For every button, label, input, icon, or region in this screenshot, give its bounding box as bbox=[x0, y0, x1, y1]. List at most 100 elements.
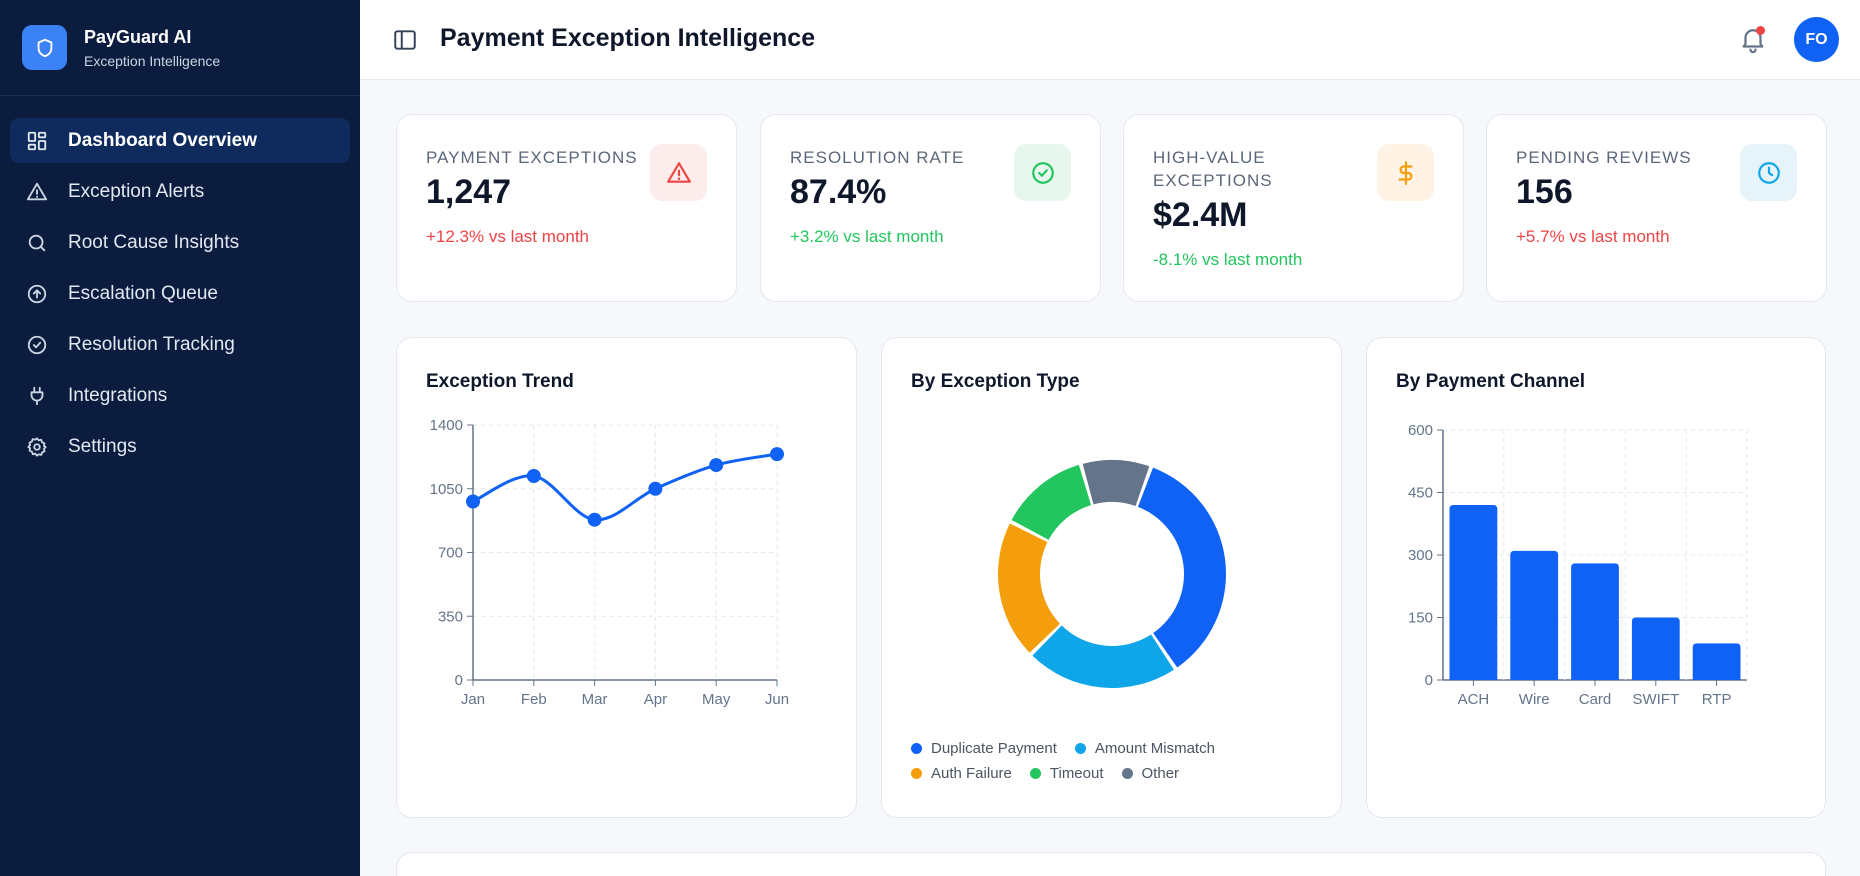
notification-dot bbox=[1756, 26, 1765, 35]
sidebar-item-label: Settings bbox=[68, 435, 137, 457]
kpi-value: 87.4% bbox=[790, 173, 887, 211]
x-tick-label: Jun bbox=[765, 691, 789, 708]
sidebar-item-label: Escalation Queue bbox=[68, 282, 218, 304]
sidebar-item-label: Resolution Tracking bbox=[68, 333, 235, 355]
legend-label: Auth Failure bbox=[931, 765, 1012, 782]
exception-trend-chart: 0 350 700 1050 1400 Jan Feb Mar Apr May Jun bbox=[430, 417, 789, 708]
bottom-panel bbox=[396, 852, 1826, 876]
kpi-label: HIGH-VALUE EXCEPTIONS bbox=[1153, 148, 1273, 190]
y-tick-label: 350 bbox=[438, 608, 463, 625]
sidebar-item-label: Integrations bbox=[68, 384, 168, 406]
legend-item: Amount Mismatch bbox=[1074, 740, 1215, 757]
y-tick-label: 450 bbox=[1408, 485, 1433, 502]
donut-slice bbox=[1032, 625, 1174, 688]
x-tick-label: Card bbox=[1579, 691, 1612, 708]
x-tick-label: RTP bbox=[1702, 691, 1732, 708]
legend-item: Timeout bbox=[1029, 765, 1104, 782]
data-point bbox=[648, 481, 663, 496]
check-circle-icon bbox=[1014, 144, 1071, 201]
legend-label: Duplicate Payment bbox=[931, 740, 1057, 757]
kpi-change: +3.2% vs last month bbox=[790, 227, 944, 246]
data-point bbox=[587, 512, 602, 527]
sidebar-item-resolution-tracking[interactable]: Resolution Tracking bbox=[10, 322, 350, 367]
bar bbox=[1449, 505, 1498, 680]
bar bbox=[1631, 617, 1680, 680]
y-tick-label: 700 bbox=[438, 545, 463, 562]
gear-icon bbox=[26, 436, 48, 458]
shield-icon bbox=[22, 25, 67, 70]
legend-label: Other bbox=[1141, 765, 1180, 782]
arrow-up-circle-icon bbox=[26, 283, 48, 305]
kpi-label: PAYMENT EXCEPTIONS bbox=[426, 148, 638, 167]
kpi-card-resolution-rate: RESOLUTION RATE 87.4% +3.2% vs last mont… bbox=[760, 114, 1101, 302]
sidebar-item-settings[interactable]: Settings bbox=[10, 424, 350, 469]
data-point bbox=[466, 494, 480, 509]
search-icon bbox=[26, 232, 48, 254]
sidebar-item-label: Dashboard Overview bbox=[68, 129, 258, 151]
bar bbox=[1571, 563, 1619, 680]
y-tick-label: 1400 bbox=[430, 417, 463, 434]
sidebar-item-escalation-queue[interactable]: Escalation Queue bbox=[10, 271, 350, 316]
x-tick-label: ACH bbox=[1458, 691, 1490, 708]
trend-line bbox=[472, 452, 778, 522]
x-tick-label: Feb bbox=[521, 691, 547, 708]
kpi-card-pending-reviews: PENDING REVIEWS 156 +5.7% vs last month bbox=[1486, 114, 1827, 302]
sidebar-toggle-icon[interactable] bbox=[392, 27, 418, 53]
exception-type-chart bbox=[998, 460, 1226, 688]
donut-slice bbox=[1082, 460, 1150, 506]
sidebar-nav: Dashboard Overview Exception Alerts Root… bbox=[0, 96, 360, 469]
sidebar-item-label: Root Cause Insights bbox=[68, 231, 240, 253]
exception-type-card: By Exception Type Duplicate Payment Amou… bbox=[881, 337, 1342, 818]
kpi-card-payment-exceptions: PAYMENT EXCEPTIONS 1,247 +12.3% vs last … bbox=[396, 114, 737, 302]
y-tick-label: 1050 bbox=[430, 481, 463, 498]
x-tick-label: SWIFT bbox=[1632, 691, 1679, 708]
sidebar: PayGuard AI Exception Intelligence Dashb… bbox=[0, 0, 360, 876]
dollar-icon bbox=[1377, 144, 1434, 201]
check-circle-icon bbox=[26, 334, 48, 356]
x-tick-label: Jan bbox=[461, 691, 485, 708]
chart-title: By Exception Type bbox=[911, 371, 1080, 392]
donut-slice bbox=[1137, 467, 1226, 668]
payment-channel-card: By Payment Channel 0 150 300 450 600 ACH Wire C… bbox=[1366, 337, 1826, 818]
alert-triangle-icon bbox=[650, 144, 707, 201]
kpi-label: RESOLUTION RATE bbox=[790, 148, 965, 167]
x-tick-label: May bbox=[702, 691, 731, 708]
bar bbox=[1692, 643, 1741, 680]
sidebar-item-dashboard-overview[interactable]: Dashboard Overview bbox=[10, 118, 350, 163]
legend-item: Duplicate Payment bbox=[911, 740, 1057, 757]
sidebar-item-root-cause-insights[interactable]: Root Cause Insights bbox=[10, 220, 350, 265]
y-tick-label: 600 bbox=[1408, 422, 1433, 439]
notification-bell-icon[interactable] bbox=[1738, 24, 1768, 54]
alert-triangle-icon bbox=[26, 181, 48, 203]
legend-label: Timeout bbox=[1049, 765, 1104, 782]
grid-icon bbox=[26, 130, 48, 152]
x-tick-label: Wire bbox=[1519, 691, 1550, 708]
legend-swatch bbox=[1121, 768, 1133, 779]
bar bbox=[1510, 550, 1559, 680]
legend-swatch bbox=[1074, 743, 1086, 754]
kpi-value: 156 bbox=[1516, 173, 1573, 211]
y-tick-label: 150 bbox=[1408, 610, 1433, 627]
page-title: Payment Exception Intelligence bbox=[440, 24, 816, 52]
brand: PayGuard AI Exception Intelligence bbox=[0, 0, 360, 96]
header: Payment Exception Intelligence FO bbox=[360, 0, 1860, 80]
brand-subtitle: Exception Intelligence bbox=[84, 52, 221, 69]
avatar[interactable]: FO bbox=[1794, 17, 1839, 62]
y-tick-label: 300 bbox=[1408, 547, 1433, 564]
kpi-label: PENDING REVIEWS bbox=[1516, 148, 1692, 167]
legend-swatch bbox=[1029, 768, 1041, 779]
y-tick-label: 0 bbox=[455, 672, 463, 689]
sidebar-item-integrations[interactable]: Integrations bbox=[10, 373, 350, 418]
data-point bbox=[526, 469, 541, 483]
data-point bbox=[770, 447, 784, 462]
plug-icon bbox=[26, 385, 48, 407]
kpi-change: +12.3% vs last month bbox=[426, 227, 590, 246]
x-tick-label: Mar bbox=[582, 691, 608, 708]
sidebar-item-exception-alerts[interactable]: Exception Alerts bbox=[10, 169, 350, 214]
chart-title: By Payment Channel bbox=[1396, 371, 1585, 392]
brand-name: PayGuard AI bbox=[84, 26, 192, 47]
kpi-value: $2.4M bbox=[1153, 196, 1248, 234]
kpi-value: 1,247 bbox=[426, 173, 512, 211]
kpi-change: +5.7% vs last month bbox=[1516, 227, 1670, 246]
clock-icon bbox=[1740, 144, 1797, 201]
